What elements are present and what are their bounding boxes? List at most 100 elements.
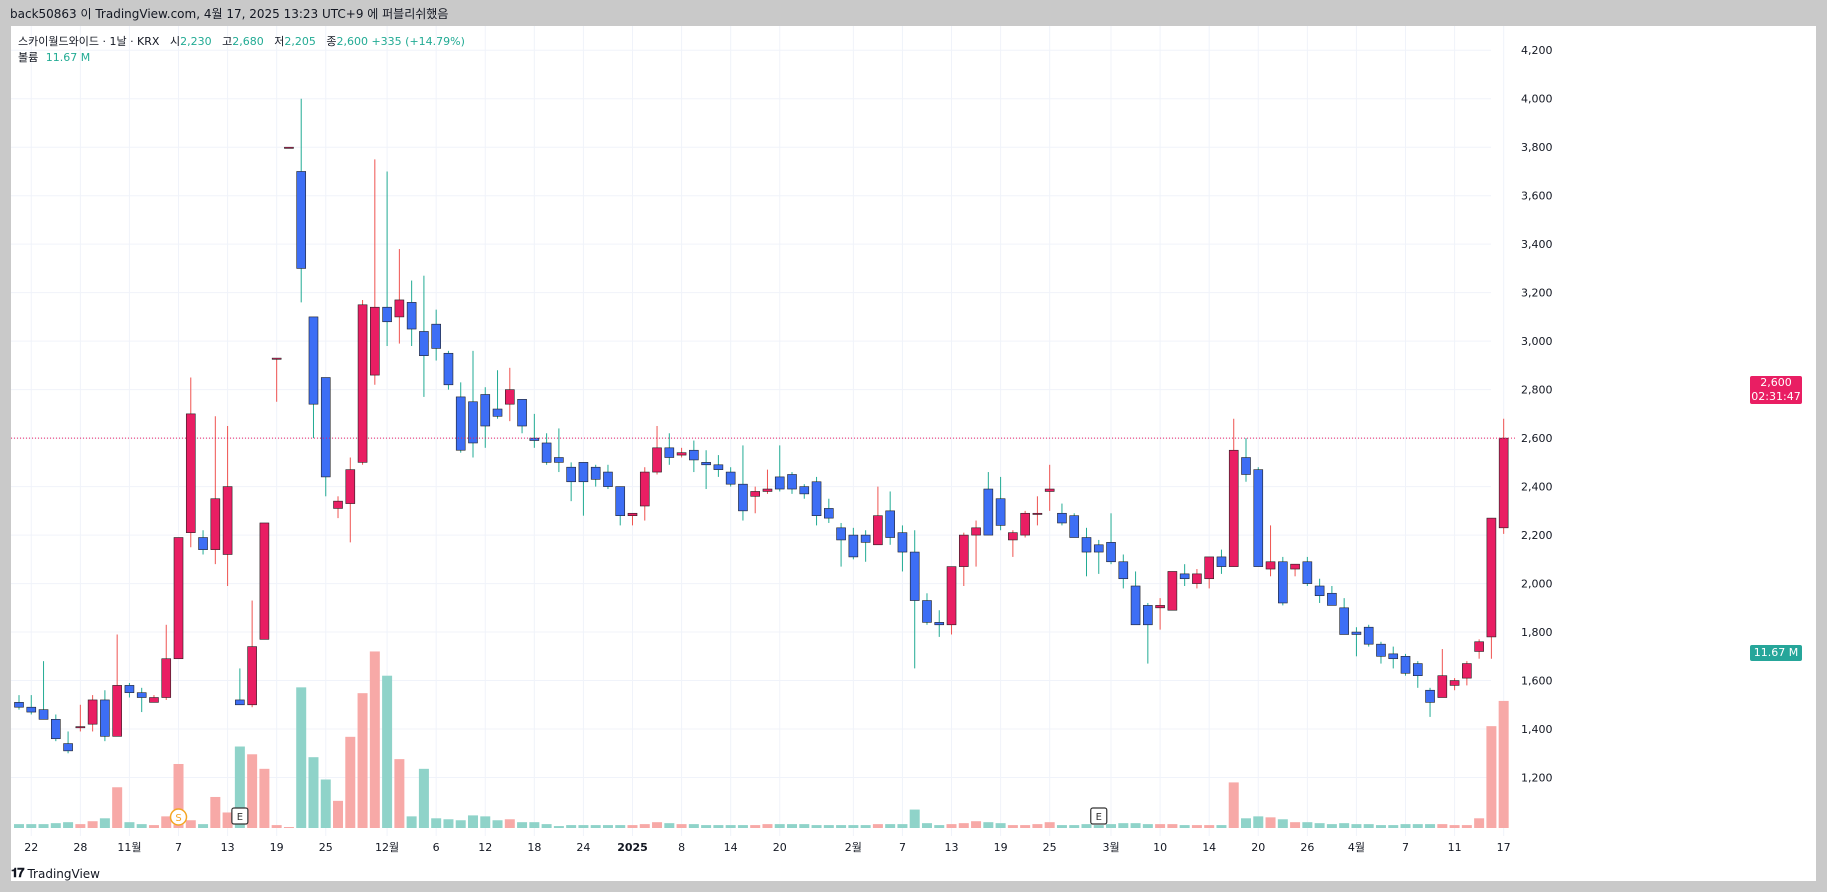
volume-bar (1388, 825, 1399, 828)
volume-bar (136, 824, 147, 828)
candle-body (222, 486, 233, 555)
x-tick-label: 25 (1043, 841, 1057, 854)
volume-bar (480, 816, 491, 828)
volume-bar (14, 824, 24, 828)
volume-bar (75, 824, 86, 828)
candle-body (14, 702, 24, 708)
x-tick-label: 2월 (845, 841, 862, 854)
tradingview-logo[interactable]: 𝟏𝟕 TradingView (11, 866, 100, 881)
x-tick-label: 4월 (1348, 841, 1365, 854)
split-event-marker: S (169, 808, 188, 826)
candle-body (1155, 605, 1165, 609)
candle-body (492, 408, 503, 417)
candle-body (1462, 663, 1472, 679)
x-tick-label: 14 (724, 841, 738, 854)
volume-bar (1130, 823, 1141, 828)
candle-body (345, 469, 356, 504)
volume-bar (983, 822, 994, 828)
y-tick-label: 2,800 (1521, 384, 1553, 397)
y-tick-label: 1,200 (1521, 772, 1553, 785)
volume-bars (14, 651, 1509, 828)
volume-bar (173, 763, 184, 828)
candle-body (1093, 544, 1104, 553)
y-tick-label: 3,400 (1521, 238, 1553, 251)
candle-body (382, 306, 392, 323)
candle-body (1179, 573, 1190, 580)
volume-bar (161, 816, 172, 828)
volume-bar (1228, 782, 1239, 828)
volume-bar (1241, 818, 1251, 828)
candle-body (762, 488, 773, 492)
candle-body (1118, 561, 1129, 580)
candle-body (431, 323, 441, 349)
volume-bar (762, 824, 773, 828)
earnings-event-marker: E (231, 807, 249, 825)
candle-body (1253, 469, 1264, 567)
candle-body (1044, 488, 1055, 492)
candle-body (333, 500, 343, 509)
volume-bar (234, 746, 245, 828)
y-tick-label: 2,200 (1521, 529, 1553, 542)
volume-bar (1204, 825, 1215, 828)
candle-body (1228, 449, 1239, 567)
x-tick-label: 7 (175, 841, 182, 854)
volume-bar (1277, 819, 1288, 828)
candle-body (112, 685, 122, 737)
candle-body (701, 462, 711, 466)
candle-body (419, 331, 429, 356)
volume-bar (541, 824, 552, 828)
volume-bar (1326, 824, 1337, 828)
candle-body (1339, 607, 1349, 635)
publish-caption: back50863 이 TradingView.com, 4월 17, 2025… (10, 7, 449, 21)
candle-body (1167, 571, 1178, 611)
volume-bar (87, 821, 98, 828)
candle-body (149, 697, 159, 703)
candle-body (284, 146, 294, 149)
volume-bar (627, 825, 638, 828)
candle-body (247, 646, 257, 706)
candle-body (1412, 663, 1423, 676)
volume-bar (1118, 823, 1129, 828)
volume-bar (443, 819, 454, 828)
volume-bar (1044, 822, 1055, 828)
high-label: 고 (222, 35, 233, 48)
candle-body (529, 437, 540, 441)
volume-bar (921, 823, 932, 828)
volume-bar (774, 824, 785, 828)
candle-body (541, 442, 552, 463)
volume-bar (946, 824, 957, 828)
volume-value: 11.67 M (45, 51, 91, 64)
low-value: 2,205 (284, 35, 316, 48)
volume-bar (394, 759, 405, 828)
volume-bar (222, 812, 233, 828)
candles (14, 98, 1509, 754)
chart-panel[interactable]: 4,200 4,000 3,800 3,600 3,400 3,200 3,000 2,800… (11, 26, 1816, 881)
volume-bar (198, 824, 209, 828)
x-tick-label: 26 (1300, 841, 1314, 854)
volume-bar (1474, 818, 1485, 828)
volume-bar (823, 825, 834, 828)
candle-body (873, 515, 883, 546)
volume-bar (406, 816, 417, 828)
volume-bar (1020, 825, 1031, 828)
candle-body (1437, 675, 1448, 698)
x-tick-label: 11 (1448, 841, 1462, 854)
candle-body (627, 512, 638, 516)
ohlc-row: 스카이월드와이드 · 1날 · KRX 시2,230 고2,680 저2,205… (18, 34, 465, 50)
volume-bar (799, 824, 810, 828)
low-label: 저 (274, 35, 285, 48)
candle-body (1376, 643, 1386, 657)
candle-body (1241, 457, 1251, 475)
volume-bar (1007, 825, 1018, 828)
candlestick-chart[interactable]: 4,200 4,000 3,800 3,600 3,400 3,200 3,000 2,800… (11, 26, 1816, 881)
candle-body (1057, 512, 1067, 524)
candle-body (590, 466, 601, 480)
volume-bar (1093, 825, 1104, 828)
x-tick-label: 22 (24, 841, 38, 854)
candle-body (860, 534, 871, 543)
volume-bar (750, 825, 761, 828)
candle-body (885, 510, 895, 538)
volume-bar (529, 822, 540, 828)
volume-bar (1056, 825, 1067, 828)
volume-bar (1253, 816, 1264, 828)
